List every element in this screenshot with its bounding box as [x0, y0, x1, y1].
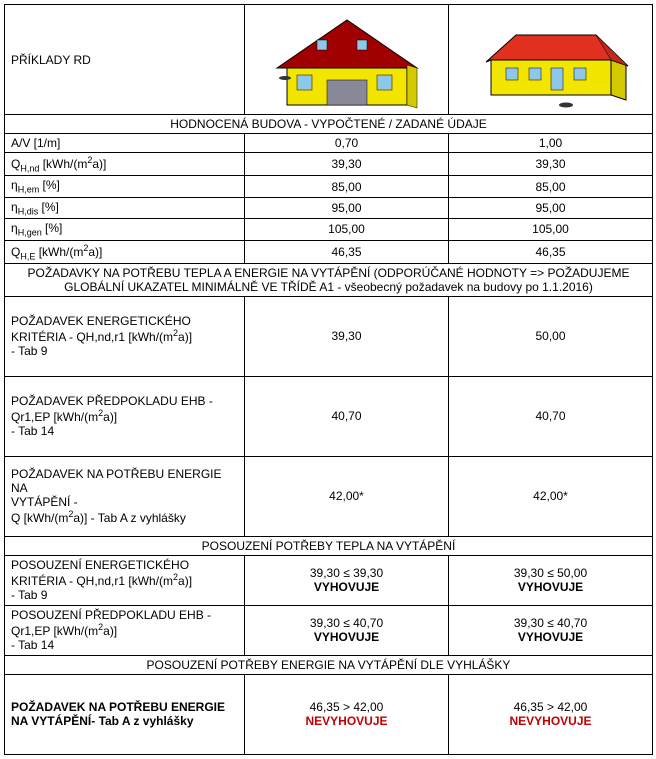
hhem-c2: 85,00: [449, 176, 653, 197]
header-row: PŘÍKLADY RD: [5, 5, 653, 115]
label-qhe: QH,E [kWh/(m2a)]: [5, 240, 245, 263]
row-final: POŽADAVEK NA POTŘEBU ENERGIENA VYTÁPĚNÍ-…: [5, 674, 653, 754]
house2-cell: [449, 5, 653, 115]
req-ehb-c1: 40,70: [245, 376, 449, 456]
row-qhnd: QH,nd [kWh/(m2a)] 39,30 39,30: [5, 153, 653, 176]
row-req-ehb: POŽADAVEK PŘEDPOKLADU EHB - Qr1,EP [kWh/…: [5, 376, 653, 456]
row-av: A/V [1/m] 0,70 1,00: [5, 134, 653, 153]
hhgen-c1: 105,00: [245, 219, 449, 240]
hhgen-c2: 105,00: [449, 219, 653, 240]
section-posouzeni-energie: POSOUZENÍ POTŘEBY ENERGIE NA VYTÁPĚNÍ DL…: [5, 655, 653, 674]
label-final: POŽADAVEK NA POTŘEBU ENERGIENA VYTÁPĚNÍ-…: [5, 674, 245, 754]
req-ek-c2: 50,00: [449, 296, 653, 376]
qhnd-c2: 39,30: [449, 153, 653, 176]
final-c1: 46,35 > 42,00NEVYHOVUJE: [245, 674, 449, 754]
label-hhgen: ηH,gen [%]: [5, 219, 245, 240]
av-c2: 1,00: [449, 134, 653, 153]
label-pos-ehb: POSOUZENÍ PŘEDPOKLADU EHB - Qr1,EP [kWh/…: [5, 605, 245, 655]
pos-ehb-c1: 39,30 ≤ 40,70VYHOVUJE: [245, 605, 449, 655]
house1-icon: [267, 10, 427, 110]
hhdis-c1: 95,00: [245, 197, 449, 218]
section-pozadavky: POŽADAVKY NA POTŘEBU TEPLA A ENERGIE NA …: [5, 263, 653, 296]
req-ek-c1: 39,30: [245, 296, 449, 376]
req-ene-c2: 42,00*: [449, 456, 653, 536]
label-pos-ek: POSOUZENÍ ENERGETICKÉHO KRITÉRIA - QH,nd…: [5, 555, 245, 605]
row-qhe: QH,E [kWh/(m2a)] 46,35 46,35: [5, 240, 653, 263]
qhe-c1: 46,35: [245, 240, 449, 263]
label-hhdis: ηH,dis [%]: [5, 197, 245, 218]
row-req-ek: POŽADAVEK ENERGETICKÉHO KRITÉRIA - QH,nd…: [5, 296, 653, 376]
av-c1: 0,70: [245, 134, 449, 153]
label-req-ek: POŽADAVEK ENERGETICKÉHO KRITÉRIA - QH,nd…: [5, 296, 245, 376]
title-cell: PŘÍKLADY RD: [5, 5, 245, 115]
label-hhem: ηH,em [%]: [5, 176, 245, 197]
req-ene-c1: 42,00*: [245, 456, 449, 536]
qhnd-c1: 39,30: [245, 153, 449, 176]
hhdis-c2: 95,00: [449, 197, 653, 218]
house1-cell: [245, 5, 449, 115]
main-table: PŘÍKLADY RD: [4, 4, 653, 755]
req-ehb-c2: 40,70: [449, 376, 653, 456]
qhe-c2: 46,35: [449, 240, 653, 263]
label-av: A/V [1/m]: [5, 134, 245, 153]
row-pos-ek: POSOUZENÍ ENERGETICKÉHO KRITÉRIA - QH,nd…: [5, 555, 653, 605]
pos-ek-c1: 39,30 ≤ 39,30VYHOVUJE: [245, 555, 449, 605]
row-hhem: ηH,em [%] 85,00 85,00: [5, 176, 653, 197]
hhem-c1: 85,00: [245, 176, 449, 197]
row-req-ene: POŽADAVEK NA POTŘEBU ENERGIE NA VYTÁPĚNÍ…: [5, 456, 653, 536]
label-qhnd: QH,nd [kWh/(m2a)]: [5, 153, 245, 176]
final-c2: 46,35 > 42,00NEVYHOVUJE: [449, 674, 653, 754]
pos-ek-c2: 39,30 ≤ 50,00VYHOVUJE: [449, 555, 653, 605]
row-pos-ehb: POSOUZENÍ PŘEDPOKLADU EHB - Qr1,EP [kWh/…: [5, 605, 653, 655]
row-hhgen: ηH,gen [%] 105,00 105,00: [5, 219, 653, 240]
label-req-ene: POŽADAVEK NA POTŘEBU ENERGIE NA VYTÁPĚNÍ…: [5, 456, 245, 536]
section-hodnocena: HODNOCENÁ BUDOVA - VYPOČTENÉ / ZADANÉ ÚD…: [5, 115, 653, 134]
section-posouzeni-tepla: POSOUZENÍ POTŘEBY TEPLA NA VYTÁPĚNÍ: [5, 536, 653, 555]
row-hhdis: ηH,dis [%] 95,00 95,00: [5, 197, 653, 218]
pos-ehb-c2: 39,30 ≤ 40,70VYHOVUJE: [449, 605, 653, 655]
label-req-ehb: POŽADAVEK PŘEDPOKLADU EHB - Qr1,EP [kWh/…: [5, 376, 245, 456]
house2-icon: [471, 10, 631, 110]
